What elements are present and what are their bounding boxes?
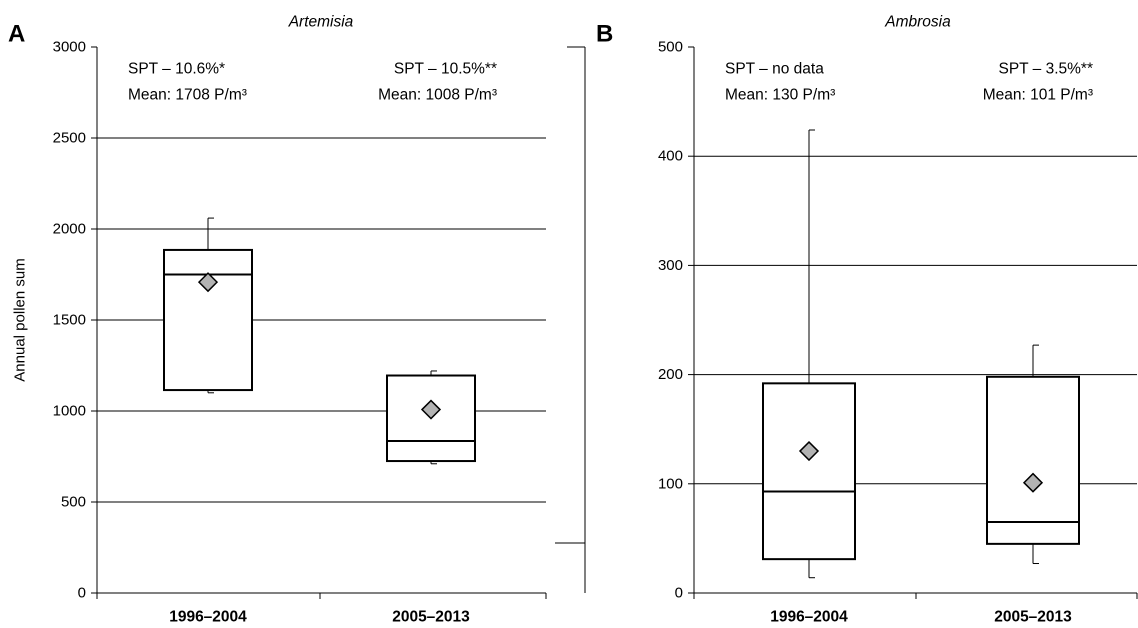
annotation-spt-text: SPT – 10.5%** bbox=[394, 61, 497, 78]
x-category-label: 1996–2004 bbox=[770, 609, 848, 626]
y-tick-label: 300 bbox=[658, 257, 683, 274]
x-category-label: 1996–2004 bbox=[169, 609, 247, 626]
mean-diamond-marker bbox=[420, 399, 442, 420]
y-tick-label: 500 bbox=[61, 494, 86, 511]
panel-a: A Artemisia Annual pollen sum 0 500 1000 1500 2… bbox=[8, 14, 547, 626]
annotation-spt-text: SPT – no data bbox=[725, 61, 824, 78]
box-plot-1 bbox=[762, 129, 856, 579]
y-tick-label: 3000 bbox=[53, 39, 86, 56]
panel-divider-bracket bbox=[555, 46, 586, 593]
annotation-mean-text: Mean: 130 P/m³ bbox=[725, 87, 835, 104]
annotation-mean-text: Mean: 1708 P/m³ bbox=[128, 87, 247, 104]
interquartile-box bbox=[163, 248, 253, 392]
chart-title: Ambrosia bbox=[884, 14, 951, 31]
y-tick-label: 2500 bbox=[53, 130, 86, 147]
y-tick-label: 0 bbox=[78, 585, 86, 602]
mean-diamond-marker bbox=[197, 272, 219, 293]
y-tick-label: 100 bbox=[658, 475, 683, 492]
annotation-2: SPT – 10.5%** Mean: 1008 P/m³ bbox=[378, 61, 497, 104]
y-axis-label: Annual pollen sum bbox=[12, 258, 29, 381]
x-category-label: 2005–2013 bbox=[994, 609, 1072, 626]
x-category-label: 2005–2013 bbox=[392, 609, 470, 626]
annotation-mean-text: Mean: 101 P/m³ bbox=[983, 87, 1093, 104]
panel-letter: A bbox=[8, 21, 25, 48]
panel-letter: B bbox=[596, 21, 613, 48]
y-tick-label: 200 bbox=[658, 366, 683, 383]
annotation-spt-text: SPT – 10.6%* bbox=[128, 61, 225, 78]
interquartile-box bbox=[762, 382, 856, 561]
annotation-2: SPT – 3.5%** Mean: 101 P/m³ bbox=[983, 61, 1093, 104]
y-tick-label: 500 bbox=[658, 39, 683, 56]
y-tick-label: 400 bbox=[658, 148, 683, 165]
panel-b: B Ambrosia 0 100 200 300 400 500 1996–2004 2005–2… bbox=[596, 14, 1138, 626]
annotation-spt-text: SPT – 3.5%** bbox=[999, 61, 1094, 78]
y-tick-label: 1500 bbox=[53, 312, 86, 329]
y-tick-label: 1000 bbox=[53, 403, 86, 420]
y-tick-label: 2000 bbox=[53, 221, 86, 238]
y-tick-label: 0 bbox=[675, 585, 683, 602]
chart-title: Artemisia bbox=[288, 14, 354, 31]
mean-diamond-marker bbox=[1022, 472, 1044, 493]
annotation-1: SPT – 10.6%* Mean: 1708 P/m³ bbox=[128, 61, 247, 104]
box-plot-1 bbox=[163, 217, 253, 394]
annotation-1: SPT – no data Mean: 130 P/m³ bbox=[725, 61, 835, 104]
box-plot-2 bbox=[386, 370, 476, 465]
mean-diamond-marker bbox=[798, 440, 820, 462]
box-plot-2 bbox=[986, 344, 1080, 565]
interquartile-box bbox=[986, 375, 1080, 545]
annotation-mean-text: Mean: 1008 P/m³ bbox=[378, 87, 497, 104]
